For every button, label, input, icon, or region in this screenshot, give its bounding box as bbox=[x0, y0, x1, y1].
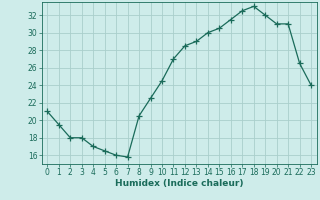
X-axis label: Humidex (Indice chaleur): Humidex (Indice chaleur) bbox=[115, 179, 244, 188]
